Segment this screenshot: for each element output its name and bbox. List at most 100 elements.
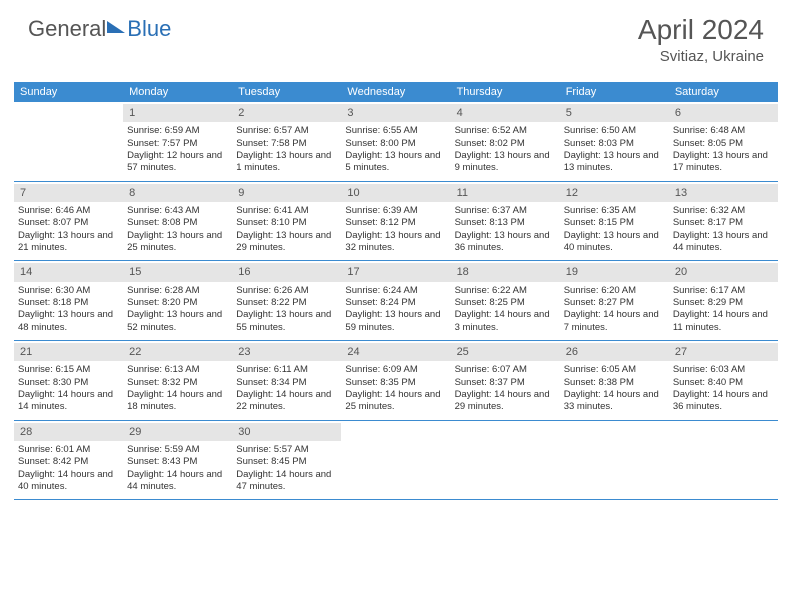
- sunset-line: Sunset: 8:10 PM: [236, 217, 337, 229]
- sunrise-line: Sunrise: 6:26 AM: [236, 285, 337, 297]
- day-cell: 22Sunrise: 6:13 AMSunset: 8:32 PMDayligh…: [123, 341, 232, 420]
- day-cell: 26Sunrise: 6:05 AMSunset: 8:38 PMDayligh…: [560, 341, 669, 420]
- day-number: 17: [341, 263, 450, 281]
- daylight-line: Daylight: 13 hours and 59 minutes.: [345, 309, 446, 334]
- day-cell: [341, 421, 450, 500]
- day-cell: 13Sunrise: 6:32 AMSunset: 8:17 PMDayligh…: [669, 182, 778, 261]
- sunrise-line: Sunrise: 5:59 AM: [127, 444, 228, 456]
- sunset-line: Sunset: 8:35 PM: [345, 377, 446, 389]
- day-cell: 28Sunrise: 6:01 AMSunset: 8:42 PMDayligh…: [14, 421, 123, 500]
- day-cell: 17Sunrise: 6:24 AMSunset: 8:24 PMDayligh…: [341, 261, 450, 340]
- day-cell: 15Sunrise: 6:28 AMSunset: 8:20 PMDayligh…: [123, 261, 232, 340]
- sunset-line: Sunset: 8:05 PM: [673, 138, 774, 150]
- day-number: 21: [14, 343, 123, 361]
- brand-triangle-icon: [107, 21, 125, 33]
- daylight-line: Daylight: 14 hours and 47 minutes.: [236, 469, 337, 494]
- sunrise-line: Sunrise: 6:03 AM: [673, 364, 774, 376]
- day-number: 6: [669, 104, 778, 122]
- day-number: 1: [123, 104, 232, 122]
- daylight-line: Daylight: 14 hours and 11 minutes.: [673, 309, 774, 334]
- day-cell: [669, 421, 778, 500]
- day-cell: 7Sunrise: 6:46 AMSunset: 8:07 PMDaylight…: [14, 182, 123, 261]
- week-row: 28Sunrise: 6:01 AMSunset: 8:42 PMDayligh…: [14, 421, 778, 501]
- daylight-line: Daylight: 13 hours and 29 minutes.: [236, 230, 337, 255]
- day-number: 28: [14, 423, 123, 441]
- day-header-cell: Wednesday: [341, 82, 450, 102]
- day-header-cell: Sunday: [14, 82, 123, 102]
- day-number: 20: [669, 263, 778, 281]
- daylight-line: Daylight: 14 hours and 18 minutes.: [127, 389, 228, 414]
- sunrise-line: Sunrise: 6:39 AM: [345, 205, 446, 217]
- sunset-line: Sunset: 8:27 PM: [564, 297, 665, 309]
- sunset-line: Sunset: 8:24 PM: [345, 297, 446, 309]
- day-number: 27: [669, 343, 778, 361]
- sunset-line: Sunset: 8:15 PM: [564, 217, 665, 229]
- daylight-line: Daylight: 13 hours and 13 minutes.: [564, 150, 665, 175]
- day-cell: [451, 421, 560, 500]
- sunrise-line: Sunrise: 5:57 AM: [236, 444, 337, 456]
- day-number: 8: [123, 184, 232, 202]
- day-cell: 11Sunrise: 6:37 AMSunset: 8:13 PMDayligh…: [451, 182, 560, 261]
- sunrise-line: Sunrise: 6:07 AM: [455, 364, 556, 376]
- daylight-line: Daylight: 14 hours and 40 minutes.: [18, 469, 119, 494]
- daylight-line: Daylight: 13 hours and 17 minutes.: [673, 150, 774, 175]
- week-row: 7Sunrise: 6:46 AMSunset: 8:07 PMDaylight…: [14, 182, 778, 262]
- daylight-line: Daylight: 13 hours and 44 minutes.: [673, 230, 774, 255]
- day-header-cell: Thursday: [451, 82, 560, 102]
- sunrise-line: Sunrise: 6:17 AM: [673, 285, 774, 297]
- sunrise-line: Sunrise: 6:50 AM: [564, 125, 665, 137]
- sunset-line: Sunset: 8:30 PM: [18, 377, 119, 389]
- sunset-line: Sunset: 8:13 PM: [455, 217, 556, 229]
- daylight-line: Daylight: 14 hours and 25 minutes.: [345, 389, 446, 414]
- day-number: 23: [232, 343, 341, 361]
- sunset-line: Sunset: 8:25 PM: [455, 297, 556, 309]
- day-number: 9: [232, 184, 341, 202]
- day-number: 24: [341, 343, 450, 361]
- day-cell: 20Sunrise: 6:17 AMSunset: 8:29 PMDayligh…: [669, 261, 778, 340]
- day-number: 29: [123, 423, 232, 441]
- day-number: 13: [669, 184, 778, 202]
- day-number: 2: [232, 104, 341, 122]
- sunset-line: Sunset: 8:18 PM: [18, 297, 119, 309]
- daylight-line: Daylight: 12 hours and 57 minutes.: [127, 150, 228, 175]
- daylight-line: Daylight: 13 hours and 52 minutes.: [127, 309, 228, 334]
- sunset-line: Sunset: 8:02 PM: [455, 138, 556, 150]
- sunset-line: Sunset: 8:20 PM: [127, 297, 228, 309]
- day-cell: 18 Sunrise: 6:22 AMSunset: 8:25 PMDayligh…: [451, 261, 560, 340]
- day-cell: 23Sunrise: 6:11 AMSunset: 8:34 PMDayligh…: [232, 341, 341, 420]
- day-number: 4: [451, 104, 560, 122]
- sunset-line: Sunset: 8:07 PM: [18, 217, 119, 229]
- day-number: 25: [451, 343, 560, 361]
- sunset-line: Sunset: 8:22 PM: [236, 297, 337, 309]
- daylight-line: Daylight: 13 hours and 40 minutes.: [564, 230, 665, 255]
- weeks-container: 1Sunrise: 6:59 AMSunset: 7:57 PMDaylight…: [14, 102, 778, 500]
- sunset-line: Sunset: 8:45 PM: [236, 456, 337, 468]
- day-cell: 8Sunrise: 6:43 AMSunset: 8:08 PMDaylight…: [123, 182, 232, 261]
- sunset-line: Sunset: 8:00 PM: [345, 138, 446, 150]
- day-cell: 24Sunrise: 6:09 AMSunset: 8:35 PMDayligh…: [341, 341, 450, 420]
- sunset-line: Sunset: 8:40 PM: [673, 377, 774, 389]
- sunset-line: Sunset: 8:17 PM: [673, 217, 774, 229]
- day-header-cell: Saturday: [669, 82, 778, 102]
- day-cell: 25Sunrise: 6:07 AMSunset: 8:37 PMDayligh…: [451, 341, 560, 420]
- day-cell: 6 Sunrise: 6:48 AMSunset: 8:05 PMDaylight…: [669, 102, 778, 181]
- day-number: 18: [451, 263, 560, 281]
- day-number: 7: [14, 184, 123, 202]
- sunset-line: Sunset: 8:38 PM: [564, 377, 665, 389]
- sunset-line: Sunset: 8:43 PM: [127, 456, 228, 468]
- sunrise-line: Sunrise: 6:05 AM: [564, 364, 665, 376]
- sunset-line: Sunset: 7:58 PM: [236, 138, 337, 150]
- daylight-line: Daylight: 13 hours and 55 minutes.: [236, 309, 337, 334]
- sunrise-line: Sunrise: 6:35 AM: [564, 205, 665, 217]
- day-number: 12: [560, 184, 669, 202]
- daylight-line: Daylight: 13 hours and 32 minutes.: [345, 230, 446, 255]
- sunrise-line: Sunrise: 6:48 AM: [673, 125, 774, 137]
- day-number: 15: [123, 263, 232, 281]
- sunset-line: Sunset: 8:37 PM: [455, 377, 556, 389]
- daylight-line: Daylight: 14 hours and 3 minutes.: [455, 309, 556, 334]
- sunset-line: Sunset: 8:08 PM: [127, 217, 228, 229]
- sunrise-line: Sunrise: 6:22 AM: [455, 285, 556, 297]
- sunrise-line: Sunrise: 6:30 AM: [18, 285, 119, 297]
- sunrise-line: Sunrise: 6:57 AM: [236, 125, 337, 137]
- week-row: 1Sunrise: 6:59 AMSunset: 7:57 PMDaylight…: [14, 102, 778, 182]
